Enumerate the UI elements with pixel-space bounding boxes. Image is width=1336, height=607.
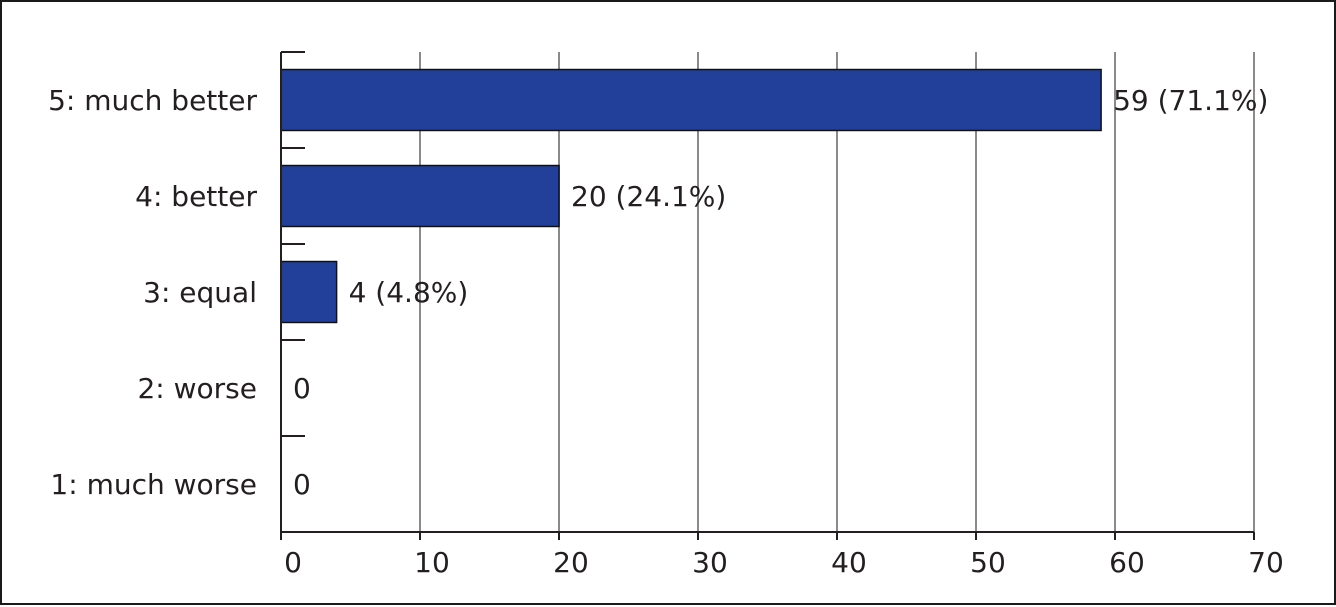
x-tick-label: 0: [284, 546, 302, 579]
x-tick-label: 50: [970, 546, 1006, 579]
data-label: 20 (24.1%): [571, 180, 726, 213]
bars: [280, 68, 1102, 324]
category-label: 3: equal: [143, 276, 257, 309]
x-tick-label: 30: [692, 546, 728, 579]
x-tick-label: 60: [1109, 546, 1145, 579]
category-label: 4: better: [135, 180, 257, 213]
x-tick-label: 70: [1248, 546, 1284, 579]
gridlines: [419, 52, 1255, 532]
data-label: 4 (4.8%): [349, 276, 469, 309]
x-tick-label: 40: [831, 546, 867, 579]
category-label: 5: much better: [48, 84, 257, 117]
bar: [280, 68, 1102, 132]
category-label: 1: much worse: [50, 468, 257, 501]
labels: 59 (71.1%) 5: much better 20 (24.1%) 4: bet…: [48, 84, 1284, 579]
bar: [280, 164, 560, 228]
data-label: 0: [293, 468, 311, 501]
data-label: 59 (71.1%): [1113, 84, 1268, 117]
axes: [280, 51, 1255, 540]
x-tick-label: 20: [553, 546, 589, 579]
category-label: 2: worse: [137, 372, 257, 405]
bar: [280, 260, 338, 324]
x-tick-label: 10: [414, 546, 450, 579]
data-label: 0: [293, 372, 311, 405]
